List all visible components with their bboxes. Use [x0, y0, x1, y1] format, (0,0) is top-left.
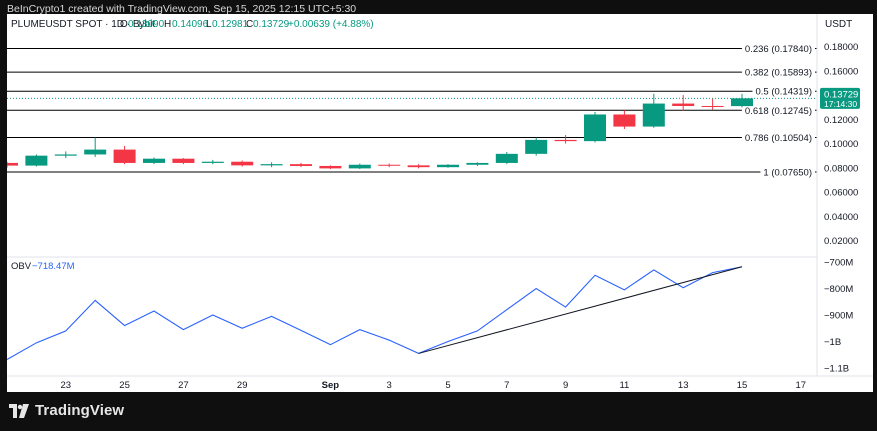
candle-down: [0, 162, 18, 166]
candle-up: [495, 153, 518, 163]
price-badge-value: 0.13729: [824, 89, 858, 100]
symbol-label[interactable]: PLUMEUSDT SPOT · 1D · Bybit: [11, 19, 155, 30]
low-label: L: [206, 19, 212, 30]
price-tick-label: 0.18000: [824, 42, 858, 53]
price-badge-bg: [820, 87, 860, 109]
fib-label-bg: [741, 131, 815, 145]
price-tick-label: 0.04000: [824, 212, 858, 223]
time-tick-label: 3: [387, 380, 392, 391]
chart-area[interactable]: 0.236 (0.17840) 0.382 (0.15893) 0.5 (0.143…: [0, 14, 873, 392]
open-label: O: [120, 19, 128, 30]
candle-up: [201, 161, 224, 163]
low-value: 0.12981: [212, 19, 249, 30]
candle-down: [113, 149, 136, 163]
fib-level-label: 0.786 (0.10504): [745, 133, 812, 144]
candle-up: [525, 139, 548, 154]
fib-level-label: 0.618 (0.12745): [745, 106, 812, 117]
price-tick-label: 0.08000: [824, 163, 858, 174]
candle-down: [319, 165, 342, 169]
price-tick-label: 0.16000: [824, 66, 858, 77]
fib-level-label: 0.5 (0.14319): [755, 87, 812, 98]
time-tick-label: 23: [61, 380, 72, 391]
chart-svg[interactable]: 0.236 (0.17840) 0.382 (0.15893) 0.5 (0.143…: [0, 14, 873, 392]
candle-down: [554, 139, 577, 142]
candle-up: [143, 158, 165, 163]
tradingview-logo-text: TradingView: [35, 402, 125, 419]
time-tick-label: 27: [178, 380, 189, 391]
time-tick-label: 29: [237, 380, 248, 391]
candle-down: [378, 164, 401, 166]
price-tick-label: 0.02000: [824, 236, 858, 247]
candle-up: [84, 149, 107, 155]
obv-tick-label: −900M: [824, 311, 853, 322]
time-tick-label: 15: [737, 380, 748, 391]
candle-up: [348, 164, 371, 169]
obv-title[interactable]: OBV: [11, 261, 32, 272]
close-label: C: [246, 19, 253, 30]
candle-up: [466, 162, 489, 165]
candle-down: [672, 103, 695, 106]
candle-up: [54, 154, 77, 156]
candle-up: [731, 98, 753, 107]
candle-up: [260, 164, 283, 166]
fib-label-bg: [752, 85, 815, 99]
created-by-text: BeInCrypto1 created with TradingView.com…: [7, 3, 357, 15]
close-value: 0.13729: [253, 19, 290, 30]
obv-tick-label: −1.1B: [824, 364, 849, 375]
obv-tick-label: −800M: [824, 284, 853, 295]
fib-label-bg: [741, 66, 815, 80]
candle-down: [407, 165, 430, 168]
time-tick-label: 9: [563, 380, 568, 391]
bottom-bar: TradingView: [0, 392, 877, 431]
obv-trendline: [418, 266, 743, 354]
top-bar: BeInCrypto1 created with TradingView.com…: [0, 0, 877, 16]
candle-up: [642, 103, 665, 127]
fib-label-bg: [741, 104, 815, 118]
currency-label: USDT: [825, 19, 852, 30]
time-tick-label: 7: [504, 380, 509, 391]
candle-up: [584, 114, 606, 142]
obv-pane: [6, 266, 743, 360]
fib-label-bg: [741, 43, 815, 57]
tradingview-logo[interactable]: TradingView: [9, 402, 124, 419]
candle-down: [172, 158, 195, 163]
tradingview-logo-icon: [9, 403, 29, 418]
fib-level-label: 0.382 (0.15893): [745, 68, 812, 79]
price-tick-label: 0.06000: [824, 188, 858, 199]
candle-down: [231, 161, 254, 166]
fib-retracement[interactable]: 0.236 (0.17840) 0.382 (0.15893) 0.5 (0.143…: [7, 43, 817, 180]
candlestick-series: [0, 93, 817, 169]
price-badge-countdown: 17:14:30: [824, 99, 857, 109]
obv-tick-label: −700M: [824, 258, 853, 269]
time-tick-label: 25: [119, 380, 130, 391]
price-tick-label: 0.10000: [824, 139, 858, 150]
candle-up: [25, 155, 48, 166]
change-value: +0.00639 (+4.88%): [288, 19, 374, 30]
time-tick-label: Sep: [322, 380, 340, 391]
fib-label-bg: [760, 166, 815, 180]
fib-level-label: 0.236 (0.17840): [745, 44, 812, 55]
price-badge: 0.13729 17:14:30: [820, 87, 860, 109]
high-label: H: [164, 19, 171, 30]
ohlc-legend: O 0.13090 H 0.14096 L 0.12981 C 0.13729 …: [120, 19, 374, 30]
candle-down: [290, 164, 312, 166]
time-tick-label: 5: [445, 380, 450, 391]
time-tick-label: 11: [619, 380, 629, 391]
time-tick-label: 13: [678, 380, 689, 391]
price-tick-label: 0.12000: [824, 115, 858, 126]
time-tick-label: 17: [796, 380, 807, 391]
candle-up: [437, 164, 459, 168]
candle-down: [701, 105, 724, 107]
open-value: 0.13090: [128, 19, 165, 30]
high-value: 0.14096: [172, 19, 209, 30]
obv-tick-label: −1B: [824, 337, 841, 348]
obv-line: [6, 266, 743, 360]
obv-current-value: −718.47M: [32, 261, 75, 272]
fib-level-label: 1 (0.07650): [763, 168, 812, 179]
candle-down: [613, 114, 636, 127]
